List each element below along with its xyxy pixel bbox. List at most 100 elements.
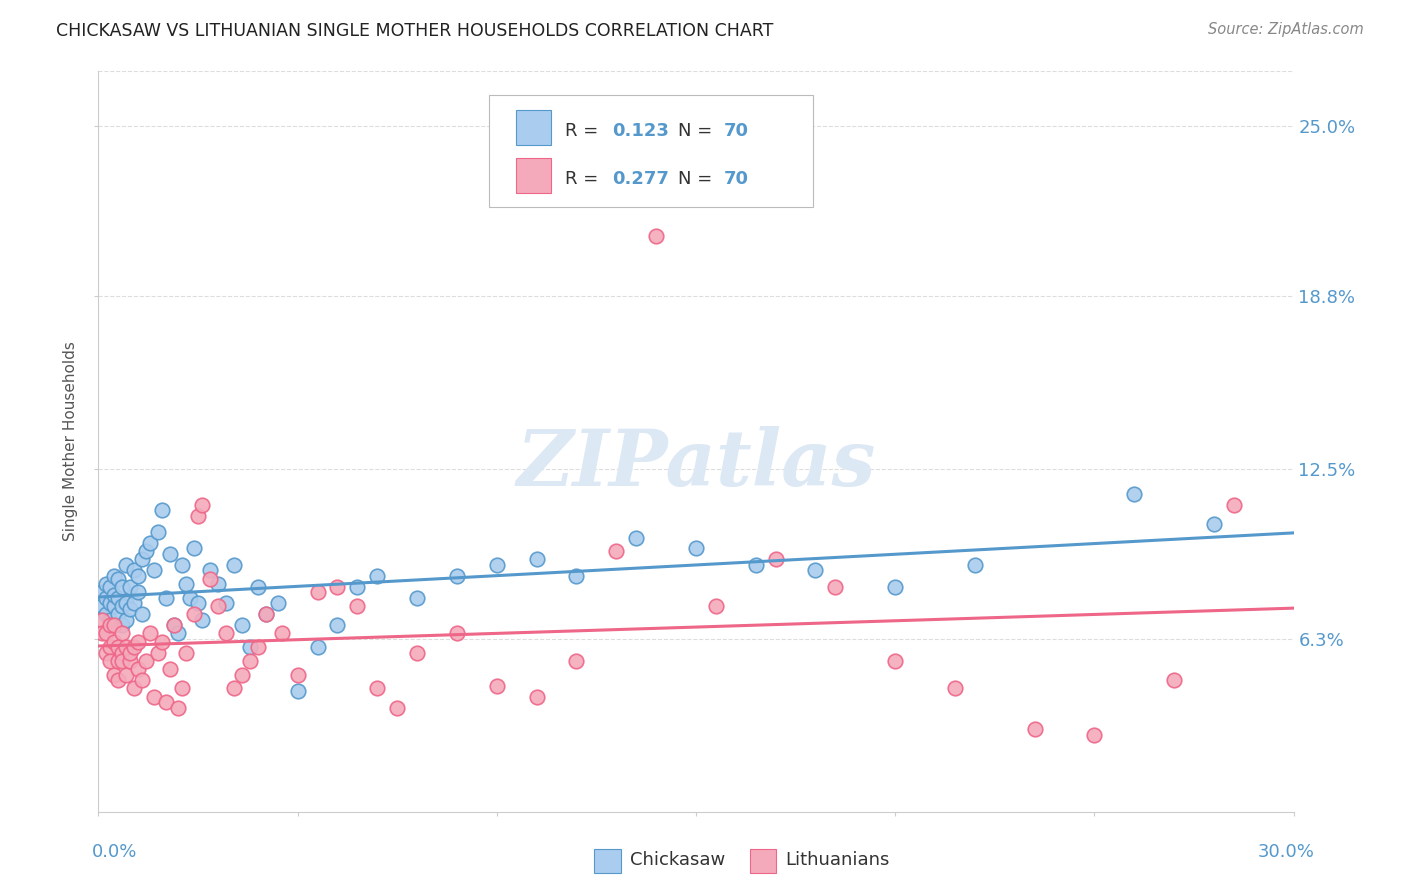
Text: 0.0%: 0.0% (91, 843, 136, 861)
Text: R =: R = (565, 170, 598, 188)
FancyBboxPatch shape (516, 110, 551, 145)
Point (485, 679, 508, 693)
Point (287, 684, 309, 698)
Point (222, 681, 245, 696)
Point (745, 558, 768, 572)
Point (159, 547, 181, 561)
Point (143, 563, 166, 577)
Point (198, 572, 221, 586)
Point (174, 646, 197, 660)
Point (1202, 516, 1225, 531)
Point (91, 626, 114, 640)
Point (111, 599, 134, 613)
Point (943, 681, 966, 696)
Point (326, 580, 349, 594)
Text: 30.0%: 30.0% (1258, 843, 1315, 861)
Point (366, 569, 388, 583)
Point (565, 569, 588, 583)
Point (605, 544, 627, 558)
Point (307, 640, 329, 655)
Point (120, 602, 142, 616)
Point (103, 569, 125, 583)
Text: N =: N = (678, 170, 713, 188)
Point (96, 607, 118, 622)
Point (267, 596, 290, 610)
Point (174, 577, 197, 591)
Point (96, 646, 118, 660)
Point (884, 580, 907, 594)
Point (963, 558, 986, 572)
Point (124, 596, 146, 610)
Point (139, 536, 162, 550)
Point (91, 585, 114, 599)
Point (526, 690, 548, 704)
FancyBboxPatch shape (516, 158, 551, 194)
Point (191, 613, 214, 627)
Point (824, 580, 846, 594)
Point (111, 618, 134, 632)
Point (626, 531, 648, 545)
Point (127, 634, 149, 648)
Point (107, 654, 129, 668)
Text: 0.123: 0.123 (613, 122, 669, 140)
Point (143, 690, 166, 704)
Point (124, 640, 146, 655)
Text: 0.277: 0.277 (613, 170, 669, 188)
Point (115, 558, 138, 572)
Point (120, 580, 142, 594)
Point (287, 667, 309, 681)
FancyBboxPatch shape (489, 95, 813, 207)
Point (98, 640, 122, 655)
Text: Lithuanians: Lithuanians (786, 851, 890, 869)
Point (1163, 673, 1185, 687)
Point (127, 585, 149, 599)
Text: ZIPatlas: ZIPatlas (516, 425, 876, 502)
Point (765, 552, 787, 566)
Point (215, 596, 238, 610)
Point (254, 607, 277, 622)
Point (179, 591, 201, 605)
Point (120, 654, 142, 668)
FancyBboxPatch shape (595, 849, 620, 873)
Point (307, 585, 329, 599)
Point (346, 599, 368, 613)
Point (103, 599, 125, 613)
Y-axis label: Single Mother Households: Single Mother Households (63, 342, 79, 541)
Text: Source: ZipAtlas.com: Source: ZipAtlas.com (1208, 22, 1364, 37)
Point (120, 646, 142, 660)
Point (98, 580, 122, 594)
Point (107, 640, 129, 655)
Point (98, 654, 122, 668)
Point (167, 626, 190, 640)
Point (150, 634, 173, 648)
Point (884, 654, 907, 668)
Point (107, 591, 129, 605)
Point (1083, 728, 1105, 742)
Point (155, 591, 177, 605)
Point (107, 572, 129, 586)
Point (124, 563, 146, 577)
Point (239, 654, 262, 668)
Point (107, 607, 129, 622)
Point (115, 667, 138, 681)
Point (107, 673, 129, 687)
Point (187, 596, 209, 610)
Point (270, 626, 292, 640)
Point (167, 700, 190, 714)
Point (183, 541, 205, 556)
Point (115, 596, 138, 610)
Point (135, 544, 157, 558)
Point (346, 580, 368, 594)
Point (183, 607, 205, 622)
Point (131, 673, 153, 687)
Text: 70: 70 (724, 170, 748, 188)
Point (127, 569, 149, 583)
Point (103, 588, 125, 602)
Point (685, 541, 707, 556)
Text: Chickasaw: Chickasaw (630, 851, 725, 869)
Point (91, 613, 114, 627)
Point (526, 552, 548, 566)
Point (385, 700, 409, 714)
Point (163, 618, 186, 632)
Point (485, 558, 508, 572)
